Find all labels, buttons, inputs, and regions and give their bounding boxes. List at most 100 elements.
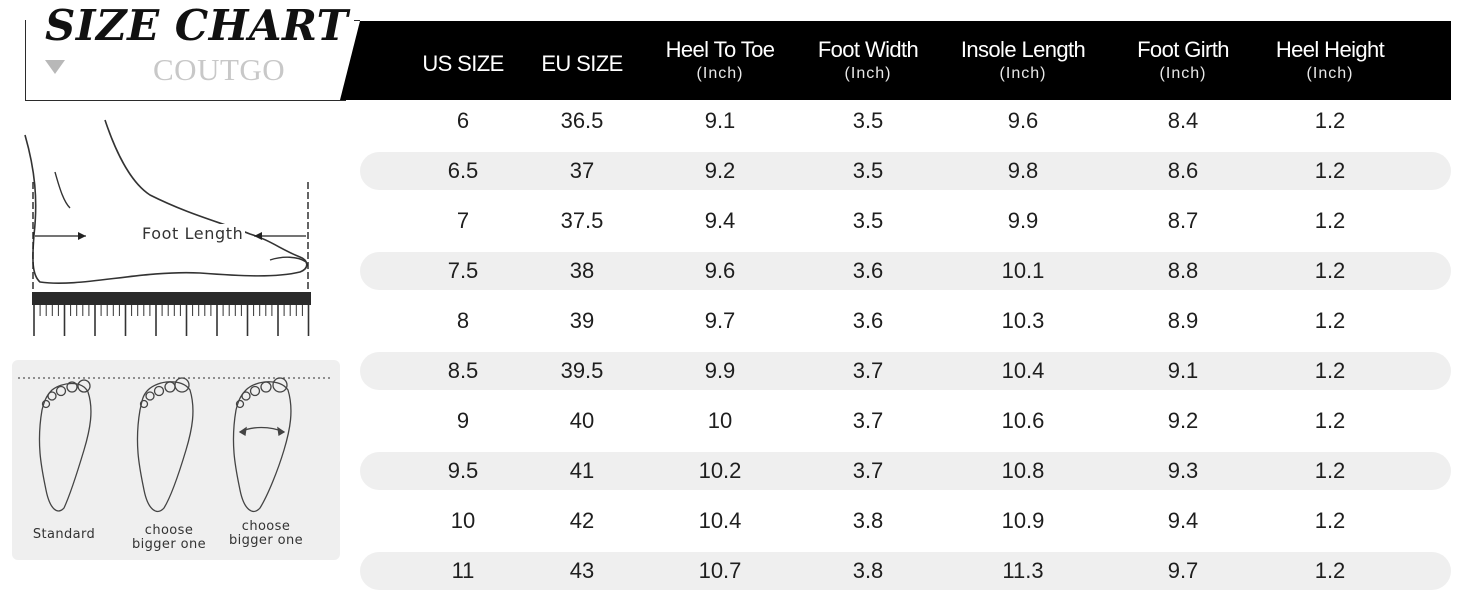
table-cell: 40 xyxy=(569,408,595,433)
table-cell: 8.8 xyxy=(1167,258,1199,283)
table-cell: 8.9 xyxy=(1167,308,1199,333)
table-cell: 1.2 xyxy=(1314,358,1346,383)
column-header-name: Heel To Toe xyxy=(665,36,775,62)
table-cell: 9.4 xyxy=(704,208,736,233)
table-cell: 42 xyxy=(569,508,595,533)
table-cell: 10.1 xyxy=(1001,258,1045,283)
table-cell: 3.5 xyxy=(852,108,884,133)
foot-length-illustration xyxy=(24,119,311,336)
foot-wide-outline xyxy=(232,377,292,513)
foot-width-illustration xyxy=(18,377,332,513)
column-header-unit: (Inch) xyxy=(999,64,1047,82)
table-cell: 9.1 xyxy=(1167,358,1199,383)
table-cell: 39 xyxy=(569,308,595,333)
table-cell: 1.2 xyxy=(1314,208,1346,233)
table-cell: 6.5 xyxy=(447,158,479,183)
column-header-name: Insole Length xyxy=(960,36,1086,62)
table-row: 9.5 41 10.2 3.7 10.8 9.3 1.2 xyxy=(360,452,1451,490)
table-cell: 9.1 xyxy=(704,108,736,133)
table-cell: 11 xyxy=(451,558,475,583)
table-cell: 8 xyxy=(456,308,470,333)
table-cell: 10.6 xyxy=(1001,408,1045,433)
table-cell: 6 xyxy=(456,108,470,133)
table-cell: 41 xyxy=(569,458,595,483)
table-row: 7 37.5 9.4 3.5 9.9 8.7 1.2 xyxy=(360,202,1451,240)
table-cell: 3.8 xyxy=(852,558,884,583)
table-cell: 1.2 xyxy=(1314,408,1346,433)
table-cell: 7.5 xyxy=(447,258,479,283)
table-cell: 3.8 xyxy=(852,508,884,533)
table-cell: 9.4 xyxy=(1167,508,1199,533)
table-cell: 9.5 xyxy=(447,458,479,483)
table-cell: 10.7 xyxy=(698,558,742,583)
ruler-ticks xyxy=(33,305,310,336)
table-cell: 3.7 xyxy=(852,408,884,433)
table-cell: 10.9 xyxy=(1001,508,1045,533)
table-row: 11 43 10.7 3.8 11.3 9.7 1.2 xyxy=(360,552,1451,590)
table-cell: 9.2 xyxy=(1167,408,1199,433)
table-cell: 9.3 xyxy=(1167,458,1199,483)
table-cell: 3.7 xyxy=(852,358,884,383)
table-cell: 8.7 xyxy=(1167,208,1199,233)
table-cell: 9.6 xyxy=(1007,108,1039,133)
column-header-name: Heel Height xyxy=(1275,36,1385,62)
table-cell: 10.3 xyxy=(1001,308,1045,333)
table-cell: 8.6 xyxy=(1167,158,1199,183)
table-cell: 1.2 xyxy=(1314,508,1346,533)
table-cell: 9.9 xyxy=(704,358,736,383)
width-label-standard: Standard xyxy=(32,527,96,542)
table-cell: 38 xyxy=(569,258,595,283)
table-cell: 11.3 xyxy=(1002,558,1044,583)
table-cell: 9.2 xyxy=(704,158,736,183)
width-label-bigger: choose bigger one xyxy=(131,523,207,552)
brand-name: COUTGO xyxy=(153,52,286,87)
table-row: 8 39 9.7 3.6 10.3 8.9 1.2 xyxy=(360,302,1451,340)
table-cell: 1.2 xyxy=(1314,558,1346,583)
table-cell: 3.6 xyxy=(852,308,884,333)
table-cell: 3.5 xyxy=(852,208,884,233)
column-header: Heel To Toe (Inch) xyxy=(666,21,775,100)
table-cell: 3.7 xyxy=(852,458,884,483)
column-header-unit: (Inch) xyxy=(1306,64,1354,82)
column-header-name: Foot Width xyxy=(817,36,919,62)
table-cell: 37.5 xyxy=(560,208,604,233)
table-cell: 10 xyxy=(450,508,476,533)
table-cell: 43 xyxy=(569,558,595,583)
table-cell: 10 xyxy=(707,408,733,433)
table-row: 8.5 39.5 9.9 3.7 10.4 9.1 1.2 xyxy=(360,352,1451,390)
column-header-unit: (Inch) xyxy=(696,64,744,82)
table-cell: 1.2 xyxy=(1314,258,1346,283)
table-cell: 7 xyxy=(456,208,470,233)
column-header-name: EU SIZE xyxy=(541,50,623,76)
column-header: US SIZE xyxy=(422,21,504,100)
foot-wide-outline xyxy=(136,377,194,513)
table-row: 7.5 38 9.6 3.6 10.1 8.8 1.2 xyxy=(360,252,1451,290)
table-cell: 10.8 xyxy=(1001,458,1045,483)
table-cell: 1.2 xyxy=(1314,458,1346,483)
column-header-name: US SIZE xyxy=(422,50,504,76)
table-row: 10 42 10.4 3.8 10.9 9.4 1.2 xyxy=(360,502,1451,540)
column-header-name: Foot Girth xyxy=(1137,36,1229,62)
table-cell: 10.2 xyxy=(698,458,742,483)
foot-standard-outline xyxy=(38,379,92,512)
table-cell: 3.5 xyxy=(852,158,884,183)
table-cell: 9.9 xyxy=(1007,208,1039,233)
table-row: 6.5 37 9.2 3.5 9.8 8.6 1.2 xyxy=(360,152,1451,190)
column-header-unit: (Inch) xyxy=(844,64,892,82)
column-header: Insole Length (Inch) xyxy=(960,21,1086,100)
column-header-unit: (Inch) xyxy=(1159,64,1207,82)
table-cell: 8.4 xyxy=(1167,108,1199,133)
table-cell: 9.6 xyxy=(704,258,736,283)
foot-length-figure: Foot Length xyxy=(20,110,320,345)
foot-width-panel: Standard choose bigger one choose bigger o… xyxy=(12,360,340,560)
column-header: Foot Width (Inch) xyxy=(817,21,919,100)
table-cell: 36.5 xyxy=(560,108,604,133)
table-header xyxy=(340,21,1451,100)
column-header: Heel Height (Inch) xyxy=(1275,21,1385,100)
table-cell: 9.7 xyxy=(704,308,736,333)
foot-length-label: Foot Length xyxy=(140,224,246,244)
table-cell: 10.4 xyxy=(1001,358,1045,383)
table-cell: 37 xyxy=(569,158,595,183)
table-cell: 9.8 xyxy=(1007,158,1039,183)
table-cell: 9.7 xyxy=(1167,558,1199,583)
